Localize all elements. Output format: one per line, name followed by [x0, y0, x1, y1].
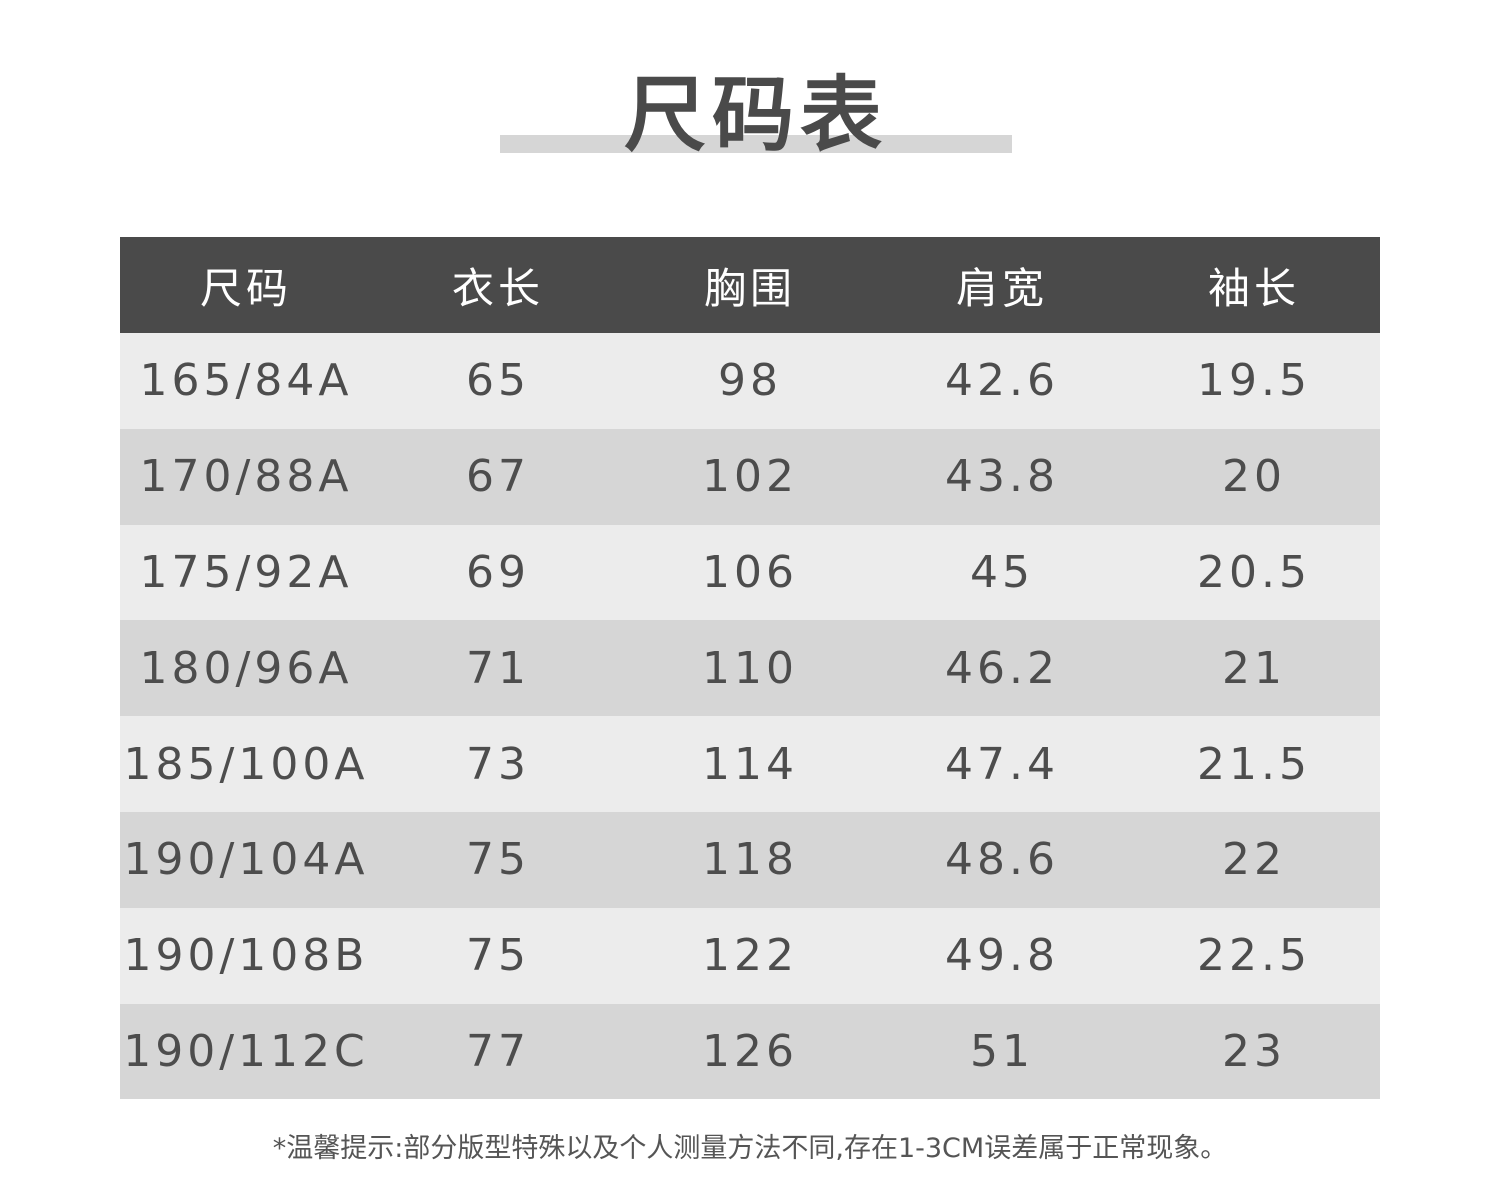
table-cell: 190/112C — [120, 1003, 372, 1100]
table-cell: 110 — [624, 620, 876, 717]
table-cell: 49.8 — [876, 907, 1128, 1004]
table-cell: 114 — [624, 716, 876, 812]
column-header: 肩宽 — [876, 237, 1128, 333]
table-cell: 77 — [372, 1003, 624, 1100]
table-cell: 48.6 — [876, 811, 1128, 908]
table-row: 165/84A 65 98 42.6 19.5 — [120, 333, 1380, 429]
table-cell: 98 — [624, 333, 876, 429]
table-cell: 23 — [1128, 1003, 1380, 1100]
title-underline-bar — [500, 135, 1012, 153]
table-cell: 21.5 — [1128, 716, 1380, 812]
column-header: 胸围 — [624, 237, 876, 333]
table-cell: 165/84A — [120, 333, 372, 429]
table-cell: 46.2 — [876, 620, 1128, 717]
table-row: 170/88A 67 102 43.8 20 — [120, 428, 1380, 525]
table-row: 185/100A 73 114 47.4 21.5 — [120, 716, 1380, 812]
table-cell: 42.6 — [876, 333, 1128, 429]
table-cell: 75 — [372, 811, 624, 908]
table-cell: 67 — [372, 428, 624, 525]
table-cell: 47.4 — [876, 716, 1128, 812]
table-row: 190/104A 75 118 48.6 22 — [120, 811, 1380, 908]
table-cell: 22 — [1128, 811, 1380, 908]
table-cell: 170/88A — [120, 428, 372, 525]
table-cell: 190/108B — [120, 907, 372, 1004]
table-cell: 73 — [372, 716, 624, 812]
table-cell: 51 — [876, 1003, 1128, 1100]
column-header: 袖长 — [1128, 237, 1380, 333]
table-row: 190/108B 75 122 49.8 22.5 — [120, 907, 1380, 1004]
table-cell: 43.8 — [876, 428, 1128, 525]
table-cell: 19.5 — [1128, 333, 1380, 429]
table-cell: 69 — [372, 524, 624, 621]
table-cell: 122 — [624, 907, 876, 1004]
column-header: 尺码 — [120, 237, 372, 333]
table-cell: 102 — [624, 428, 876, 525]
table-row: 180/96A 71 110 46.2 21 — [120, 620, 1380, 717]
table-cell: 126 — [624, 1003, 876, 1100]
table-cell: 65 — [372, 333, 624, 429]
table-cell: 21 — [1128, 620, 1380, 717]
table-row: 175/92A 69 106 45 20.5 — [120, 524, 1380, 621]
column-header: 衣长 — [372, 237, 624, 333]
table-header-row: 尺码 衣长 胸围 肩宽 袖长 — [120, 237, 1380, 333]
table-cell: 175/92A — [120, 524, 372, 621]
table-cell: 190/104A — [120, 811, 372, 908]
table-row: 190/112C 77 126 51 23 — [120, 1003, 1380, 1100]
table-cell: 185/100A — [120, 716, 372, 812]
table-cell: 106 — [624, 524, 876, 621]
table-cell: 180/96A — [120, 620, 372, 717]
table-cell: 71 — [372, 620, 624, 717]
table-cell: 75 — [372, 907, 624, 1004]
table-cell: 20.5 — [1128, 524, 1380, 621]
page-title: 尺码表 — [623, 68, 888, 163]
table-cell: 22.5 — [1128, 907, 1380, 1004]
table-cell: 20 — [1128, 428, 1380, 525]
table-cell: 118 — [624, 811, 876, 908]
table-cell: 45 — [876, 524, 1128, 621]
size-table: 尺码 衣长 胸围 肩宽 袖长 165/84A 65 98 42.6 19.5 170/88… — [120, 237, 1380, 1100]
footnote: *温馨提示:部分版型特殊以及个人测量方法不同,存在1-3CM误差属于正常现象。 — [272, 1133, 1228, 1164]
